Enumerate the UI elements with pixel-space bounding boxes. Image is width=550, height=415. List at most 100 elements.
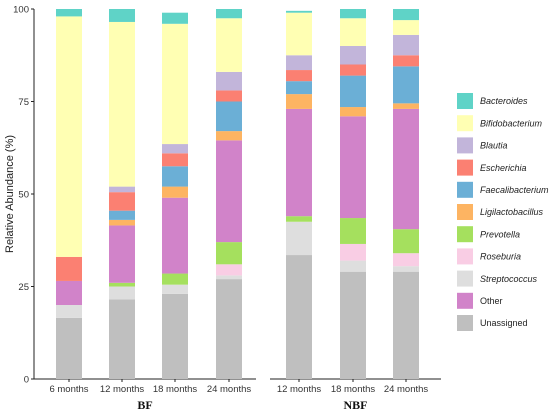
bar-segment-bf-24-months-unassigned — [216, 279, 242, 379]
y-axis-label: Relative Abundance (%) — [4, 135, 16, 253]
legend-label-prevotella: Prevotella — [480, 229, 520, 239]
legend-swatch-bacteroides — [457, 93, 473, 109]
bar-segment-nbf-24-months-streptococcus — [393, 266, 419, 272]
bar-segment-nbf-18-months-bifidobacterium — [340, 18, 366, 46]
legend-swatch-escherichia — [457, 159, 473, 176]
bar-segment-nbf-24-months-other — [393, 108, 419, 230]
bar-segment-bf-24-months-faecalibacterium — [216, 101, 242, 132]
bar-segment-bf-24-months-other — [216, 140, 242, 243]
bar-segment-bf-12-months-escherichia — [109, 192, 135, 211]
legend-label-blautia: Blautia — [480, 141, 508, 151]
legend-label-bifidobacterium: Bifidobacterium — [480, 118, 543, 128]
bar-segment-nbf-12-months-bifidobacterium — [286, 12, 312, 56]
bar-segment-bf-18-months-escherichia — [162, 153, 188, 167]
bar-segment-nbf-12-months-faecalibacterium — [286, 81, 312, 95]
bar-segment-nbf-18-months-escherichia — [340, 64, 366, 76]
legend-swatch-streptococcus — [457, 270, 473, 287]
bar-segment-nbf-24-months-prevotella — [393, 229, 419, 254]
bar-segment-bf-18-months-faecalibacterium — [162, 166, 188, 187]
bar-segment-bf-6-months-bifidobacterium — [56, 16, 82, 257]
bar-segment-bf-6-months-escherichia — [56, 256, 82, 281]
x-tick-label-bf-12-months: 12 months — [100, 384, 145, 395]
bar-segment-nbf-24-months-faecalibacterium — [393, 66, 419, 104]
bar-segment-bf-6-months-other — [56, 280, 82, 305]
bar-segment-nbf-12-months-other — [286, 108, 312, 217]
legend-label-escherichia: Escherichia — [480, 163, 527, 173]
legend-swatch-unassigned — [457, 315, 473, 331]
bar-segment-nbf-12-months-escherichia — [286, 70, 312, 82]
legend-label-faecalibacterium: Faecalibacterium — [480, 185, 549, 195]
y-tick-label-0: 0 — [24, 374, 29, 385]
bar-segment-bf-24-months-roseburia — [216, 264, 242, 276]
bar-segment-nbf-24-months-ligilactobacillus — [393, 103, 419, 109]
legend-label-bacteroides: Bacteroides — [480, 96, 528, 106]
bar-segment-bf-24-months-blautia — [216, 71, 242, 91]
bar-segment-bf-12-months-unassigned — [109, 299, 135, 379]
bar-segment-bf-24-months-bifidobacterium — [216, 18, 242, 72]
y-tick-label-100: 100 — [13, 4, 29, 15]
x-tick-label-nbf-12-months: 12 months — [277, 384, 322, 395]
legend-label-other: Other — [480, 296, 503, 306]
bar-segment-bf-24-months-bacteroides — [216, 9, 242, 19]
group-label-nbf: NBF — [344, 398, 368, 412]
bar-segment-bf-18-months-bifidobacterium — [162, 23, 188, 145]
bar-segment-nbf-12-months-unassigned — [286, 255, 312, 379]
bar-segment-bf-12-months-blautia — [109, 186, 135, 193]
x-tick-label-bf-6-months: 6 months — [49, 384, 88, 395]
legend-swatch-blautia — [457, 137, 473, 154]
bar-segment-bf-24-months-streptococcus — [216, 275, 242, 280]
bar-segment-bf-18-months-prevotella — [162, 273, 188, 285]
legend-label-roseburia: Roseburia — [480, 252, 521, 262]
bar-segment-nbf-18-months-unassigned — [340, 271, 366, 379]
bar-segment-bf-12-months-streptococcus — [109, 286, 135, 300]
bar-segment-bf-18-months-streptococcus — [162, 284, 188, 294]
x-tick-label-nbf-24-months: 24 months — [384, 384, 429, 395]
bar-segment-nbf-12-months-streptococcus — [286, 221, 312, 256]
bar-segment-bf-18-months-ligilactobacillus — [162, 186, 188, 198]
bar-segment-bf-12-months-faecalibacterium — [109, 210, 135, 220]
bar-segment-nbf-12-months-bacteroides — [286, 10, 312, 13]
bar-segment-bf-6-months-bacteroides — [56, 9, 82, 17]
bar-segment-nbf-18-months-prevotella — [340, 218, 366, 244]
bar-segment-nbf-18-months-ligilactobacillus — [340, 107, 366, 117]
x-tick-label-bf-18-months: 18 months — [153, 384, 198, 395]
bar-segment-bf-12-months-other — [109, 225, 135, 283]
bar-segment-bf-18-months-blautia — [162, 144, 188, 154]
legend-swatch-prevotella — [457, 226, 473, 243]
bar-segment-nbf-24-months-roseburia — [393, 253, 419, 267]
legend-swatch-faecalibacterium — [457, 181, 473, 198]
legend-label-unassigned: Unassigned — [480, 318, 528, 328]
legend-label-streptococcus: Streptococcus — [480, 274, 538, 284]
bar-segment-bf-12-months-bifidobacterium — [109, 21, 135, 187]
bar-segment-nbf-12-months-prevotella — [286, 216, 312, 222]
bar-segment-bf-24-months-escherichia — [216, 90, 242, 102]
bar-segment-nbf-18-months-roseburia — [340, 243, 366, 261]
bar-segment-nbf-24-months-blautia — [393, 34, 419, 56]
bar-segment-nbf-18-months-other — [340, 116, 366, 219]
bar-segment-bf-12-months-prevotella — [109, 282, 135, 287]
bar-segment-nbf-18-months-faecalibacterium — [340, 75, 366, 108]
bar-segment-nbf-24-months-unassigned — [393, 271, 419, 379]
bar-segment-nbf-12-months-ligilactobacillus — [286, 94, 312, 109]
bar-segment-bf-24-months-ligilactobacillus — [216, 131, 242, 141]
bar-segment-nbf-12-months-blautia — [286, 55, 312, 71]
group-label-bf: BF — [137, 398, 152, 412]
bar-segment-nbf-24-months-bifidobacterium — [393, 20, 419, 35]
y-tick-label-75: 75 — [18, 97, 29, 108]
bar-segment-nbf-18-months-bacteroides — [340, 9, 366, 19]
bar-segment-bf-18-months-other — [162, 197, 188, 274]
legend-label-ligilactobacillus: Ligilactobacillus — [480, 207, 544, 217]
x-tick-label-nbf-18-months: 18 months — [331, 384, 376, 395]
bar-segment-bf-12-months-bacteroides — [109, 9, 135, 22]
legend-swatch-roseburia — [457, 248, 473, 265]
bar-segment-bf-6-months-streptococcus — [56, 305, 82, 318]
legend-swatch-ligilactobacillus — [457, 204, 473, 220]
y-tick-label-50: 50 — [18, 189, 29, 200]
legend-swatch-other — [457, 292, 473, 309]
bar-segment-nbf-18-months-blautia — [340, 46, 366, 65]
bar-segment-bf-24-months-prevotella — [216, 242, 242, 265]
bar-segment-nbf-18-months-streptococcus — [340, 260, 366, 272]
bar-segment-nbf-24-months-bacteroides — [393, 9, 419, 21]
